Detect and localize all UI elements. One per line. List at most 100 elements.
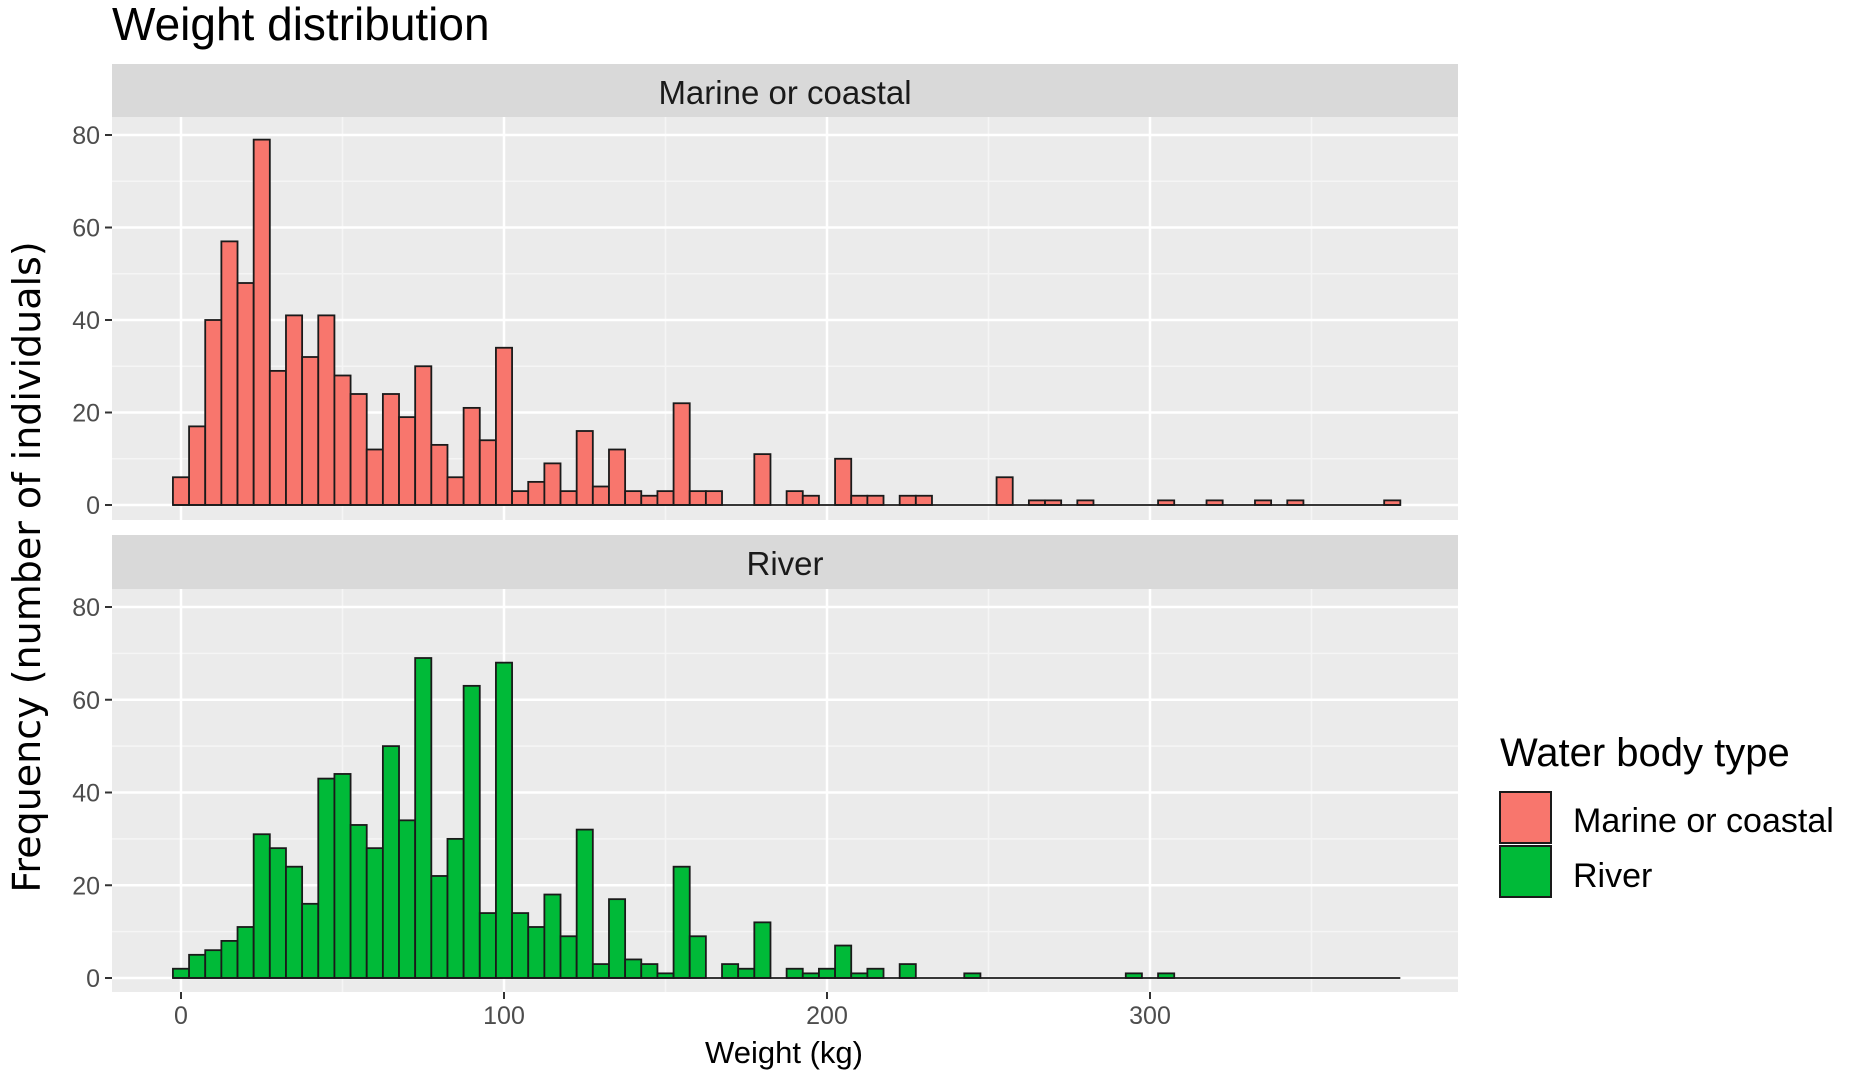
- bar-river: [301, 902, 320, 979]
- bar-marine: [834, 457, 853, 506]
- bar-marine: [301, 356, 320, 506]
- bar-marine: [914, 494, 933, 506]
- bar-river: [333, 773, 352, 979]
- bar-river: [688, 935, 707, 979]
- bar-marine: [478, 439, 497, 506]
- bar-river: [268, 847, 287, 979]
- bar-river: [430, 875, 449, 979]
- bar-river: [398, 819, 417, 979]
- bar-river: [349, 824, 368, 979]
- bar-marine: [656, 490, 675, 506]
- bar-marine: [285, 314, 304, 506]
- bar-marine: [543, 462, 562, 506]
- bar-marine: [365, 448, 384, 506]
- bar-marine: [608, 448, 627, 506]
- bar-marine: [898, 494, 917, 506]
- y-tick-label: 80: [72, 122, 100, 150]
- bar-marine: [785, 490, 804, 506]
- x-tick-label: 200: [806, 1002, 848, 1030]
- bar-river: [543, 893, 562, 979]
- bar-marine: [317, 314, 336, 506]
- bar-marine: [430, 443, 449, 506]
- bar-river: [414, 657, 433, 979]
- bar-marine: [704, 490, 723, 506]
- bar-river: [252, 833, 271, 979]
- legend-key-river: [1499, 845, 1552, 898]
- facet-strip-marine: [112, 64, 1458, 117]
- bar-marine: [559, 490, 578, 506]
- bar-river: [898, 963, 917, 979]
- y-tick-label: 40: [72, 780, 100, 808]
- y-axis-title: Frequency (number of individuals): [5, 241, 49, 892]
- bar-marine: [672, 402, 691, 506]
- legend-label-marine: Marine or coastal: [1573, 802, 1834, 840]
- bar-marine: [801, 494, 820, 506]
- facet-strip-river: [112, 535, 1458, 589]
- bar-river: [511, 912, 530, 979]
- bar-marine: [381, 393, 400, 506]
- bar-marine: [866, 494, 885, 506]
- legend-label-river: River: [1573, 857, 1652, 895]
- x-tick-label: 100: [483, 1002, 525, 1030]
- x-tick-label: 300: [1129, 1002, 1171, 1030]
- legend-item-river: River: [1499, 845, 1652, 898]
- x-tick-label: 0: [174, 1002, 188, 1030]
- bar-marine: [236, 282, 255, 506]
- bar-marine: [688, 490, 707, 506]
- bar-marine: [640, 494, 659, 506]
- y-tick-label: 60: [72, 215, 100, 243]
- y-tick-label: 40: [72, 307, 100, 335]
- bar-river: [285, 865, 304, 979]
- bar-river: [591, 963, 610, 979]
- bar-river: [188, 953, 207, 979]
- bar-river: [575, 828, 594, 979]
- bar-marine: [268, 369, 287, 506]
- panel-marine: Marine or coastal 0 20 40 60 80: [72, 64, 1458, 520]
- y-tick-label: 20: [72, 872, 100, 900]
- bar-marine: [349, 393, 368, 506]
- bar-river: [478, 912, 497, 979]
- bar-marine: [511, 490, 530, 506]
- y-tick-label: 80: [72, 594, 100, 622]
- bar-river: [721, 963, 740, 979]
- y-axis-marine: 0 20 40 60 80: [72, 122, 112, 520]
- bar-river: [624, 958, 643, 979]
- bar-river: [753, 921, 772, 979]
- bar-river: [559, 935, 578, 979]
- bar-river: [737, 967, 756, 979]
- bar-river: [818, 967, 836, 979]
- legend-item-marine: Marine or coastal: [1499, 791, 1834, 844]
- bar-river: [317, 777, 336, 979]
- bar-marine: [252, 138, 271, 506]
- x-axis: 0 100 200 300: [174, 992, 1171, 1030]
- bar-river: [462, 684, 481, 979]
- bar-marine: [495, 346, 513, 506]
- bar-river: [527, 926, 546, 979]
- bar-river: [834, 944, 853, 979]
- facet-label-river: River: [746, 545, 823, 582]
- y-tick-label: 20: [72, 400, 100, 428]
- bar-marine: [414, 365, 433, 506]
- legend-key-marine: [1499, 791, 1552, 844]
- bar-river: [204, 949, 223, 979]
- bar-river: [640, 963, 659, 979]
- panel-river: River 0 20 40 60 80: [72, 535, 1458, 993]
- legend: Water body type Marine or coastal River: [1499, 731, 1834, 898]
- bar-marine: [624, 490, 643, 506]
- bar-river: [220, 940, 239, 979]
- facet-label-marine: Marine or coastal: [658, 74, 911, 111]
- bar-river: [236, 926, 255, 979]
- chart-title: Weight distribution: [112, 0, 490, 50]
- bar-marine: [462, 406, 481, 506]
- x-axis-title: Weight (kg): [705, 1035, 863, 1070]
- bar-river: [608, 898, 627, 979]
- y-axis-river: 0 20 40 60 80: [72, 594, 112, 993]
- bar-river: [365, 847, 384, 979]
- bar-river: [866, 967, 885, 979]
- bar-marine: [527, 480, 546, 506]
- bar-river: [495, 661, 513, 979]
- bar-marine: [220, 240, 239, 506]
- bar-river: [172, 967, 190, 979]
- bar-marine: [172, 476, 190, 506]
- bar-marine: [753, 453, 772, 506]
